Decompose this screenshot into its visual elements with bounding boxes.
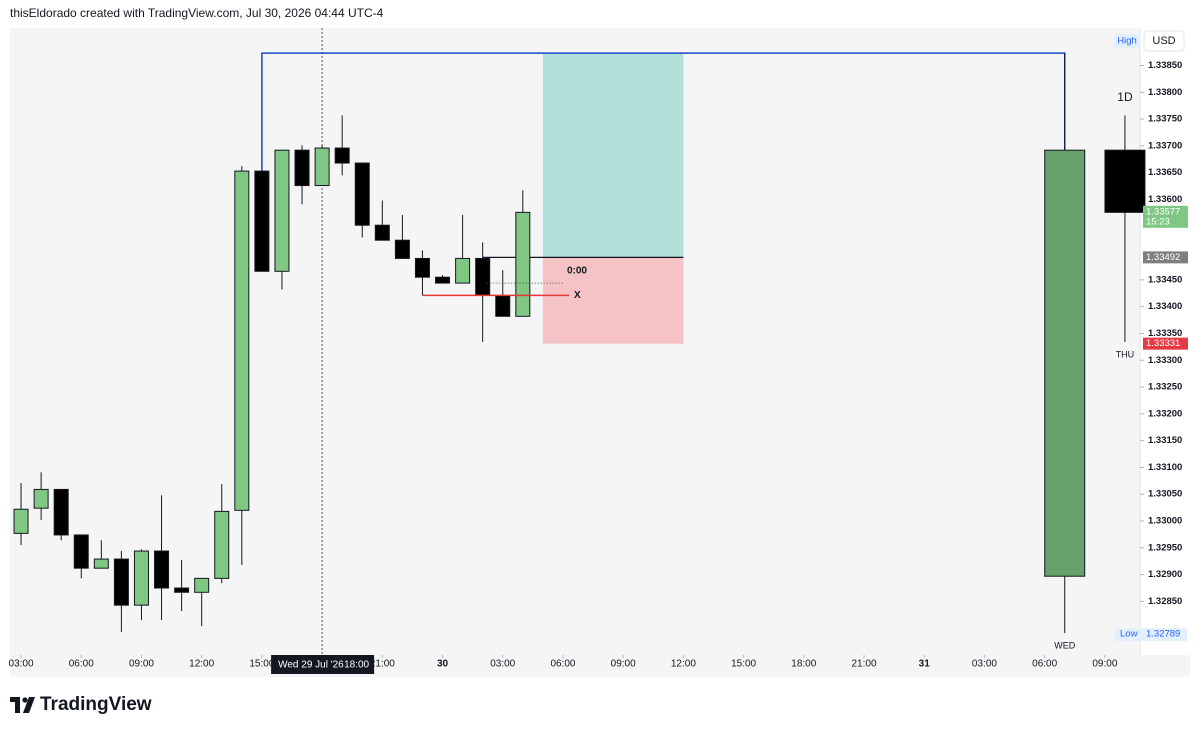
candle-body bbox=[314, 147, 330, 187]
target-zone bbox=[542, 53, 684, 258]
candle-body bbox=[455, 257, 471, 284]
y-tick-label: 1.33050 bbox=[1148, 489, 1182, 500]
y-tick-label: 1.33300 bbox=[1148, 355, 1182, 366]
crosshair-time: 18:00 bbox=[344, 660, 369, 671]
price-label-timer: 15:23 bbox=[1146, 216, 1170, 227]
y-tick-label: 1.33700 bbox=[1148, 140, 1182, 151]
x-tick-label: 15:00 bbox=[731, 659, 756, 670]
y-tick-label: 1.33650 bbox=[1148, 167, 1182, 178]
stop-zone bbox=[542, 257, 684, 344]
candle-body bbox=[475, 257, 491, 296]
candle-body bbox=[113, 558, 129, 606]
high-name: High bbox=[1117, 36, 1137, 47]
candle-body bbox=[194, 577, 210, 593]
x-tick-label: 03:00 bbox=[490, 659, 515, 670]
price-label: 1.33577 bbox=[1146, 206, 1180, 217]
x-tick-label: 06:00 bbox=[69, 659, 94, 670]
currency: USD bbox=[1152, 35, 1175, 47]
logo: TradingView bbox=[10, 694, 152, 715]
footer-brand: TradingView bbox=[40, 694, 152, 715]
candle-body bbox=[515, 211, 531, 317]
low-value: 1.32789 bbox=[1146, 629, 1180, 640]
y-tick-label: 1.33450 bbox=[1148, 274, 1182, 285]
y-tick-label: 1.32850 bbox=[1148, 596, 1182, 607]
x-tick-label: 18:00 bbox=[791, 659, 816, 670]
x-tick-label: 31 bbox=[919, 659, 931, 670]
x-tick-label: 03:00 bbox=[9, 659, 34, 670]
x-tick-label: 09:00 bbox=[611, 659, 636, 670]
y-tick-label: 1.33250 bbox=[1148, 382, 1182, 393]
currency-box bbox=[1143, 30, 1185, 52]
x-tick-label: 30 bbox=[437, 659, 449, 670]
candle-body bbox=[133, 550, 149, 606]
y-tick-label: 1.33800 bbox=[1148, 87, 1182, 98]
time-axis bbox=[10, 655, 1190, 677]
day-label: THU bbox=[1116, 349, 1135, 359]
header: thisEldorado created with TradingView.co… bbox=[10, 6, 384, 20]
candle-body bbox=[73, 534, 89, 569]
price-label: 1.33331 bbox=[1146, 338, 1180, 349]
candle-body bbox=[354, 162, 370, 226]
crosshair-date: Wed 29 Jul '26 bbox=[278, 660, 344, 671]
candle-body bbox=[254, 170, 270, 272]
price-label-box bbox=[1143, 251, 1188, 264]
candle-body bbox=[394, 239, 410, 259]
y-tick-label: 1.32900 bbox=[1148, 569, 1182, 580]
candle-body bbox=[374, 224, 390, 241]
y-tick-label: 1.33400 bbox=[1148, 301, 1182, 312]
x-tick-label: 21:00 bbox=[852, 659, 877, 670]
day-label: WED bbox=[1054, 640, 1075, 650]
candle-body bbox=[13, 508, 29, 534]
candle-body bbox=[1104, 149, 1146, 213]
interval-label: 1D bbox=[1117, 90, 1133, 104]
y-tick-label: 1.33350 bbox=[1148, 328, 1182, 339]
candle-body bbox=[93, 558, 109, 569]
timer-label: 0:00 bbox=[567, 266, 587, 277]
candle-body bbox=[234, 170, 250, 511]
x-tick-label: 12:00 bbox=[189, 659, 214, 670]
candle-body bbox=[414, 257, 430, 278]
stop-label: X bbox=[574, 290, 581, 301]
candle-body bbox=[495, 294, 511, 317]
candle-body bbox=[154, 550, 170, 589]
price-label-box bbox=[1143, 337, 1188, 350]
candle-body bbox=[214, 510, 230, 579]
y-tick-label: 1.33000 bbox=[1148, 516, 1182, 527]
candle-body bbox=[334, 147, 350, 164]
price-label-box bbox=[1143, 205, 1188, 228]
x-tick-label: 21:00 bbox=[370, 659, 395, 670]
x-tick-label: 06:00 bbox=[550, 659, 575, 670]
candle-body bbox=[274, 149, 290, 272]
candle-body bbox=[174, 587, 190, 593]
y-tick-label: 1.33100 bbox=[1148, 462, 1182, 473]
x-tick-label: 12:00 bbox=[671, 659, 696, 670]
candle-body bbox=[33, 488, 49, 509]
candle-body bbox=[53, 488, 69, 536]
high-box bbox=[1114, 34, 1140, 48]
low-name: Low bbox=[1120, 629, 1138, 640]
x-tick-label: 15:00 bbox=[249, 659, 274, 670]
y-tick-label: 1.33600 bbox=[1148, 194, 1182, 205]
y-tick-label: 1.33150 bbox=[1148, 435, 1182, 446]
y-tick-label: 1.33750 bbox=[1148, 114, 1182, 125]
y-tick-label: 1.32950 bbox=[1148, 542, 1182, 553]
low-label-box bbox=[1115, 628, 1187, 642]
crosshair-label-box bbox=[271, 655, 375, 674]
price-label: 1.33492 bbox=[1146, 252, 1180, 263]
x-tick-label: 03:00 bbox=[972, 659, 997, 670]
x-tick-label: 09:00 bbox=[129, 659, 154, 670]
y-tick-label: 1.33200 bbox=[1148, 408, 1182, 419]
x-tick-label: 06:00 bbox=[1032, 659, 1057, 670]
candle-body bbox=[1044, 149, 1086, 577]
candle-body bbox=[435, 276, 451, 284]
y-tick-label: 1.33850 bbox=[1148, 60, 1182, 71]
candle-body bbox=[294, 149, 310, 187]
x-tick-label: 09:00 bbox=[1092, 659, 1117, 670]
